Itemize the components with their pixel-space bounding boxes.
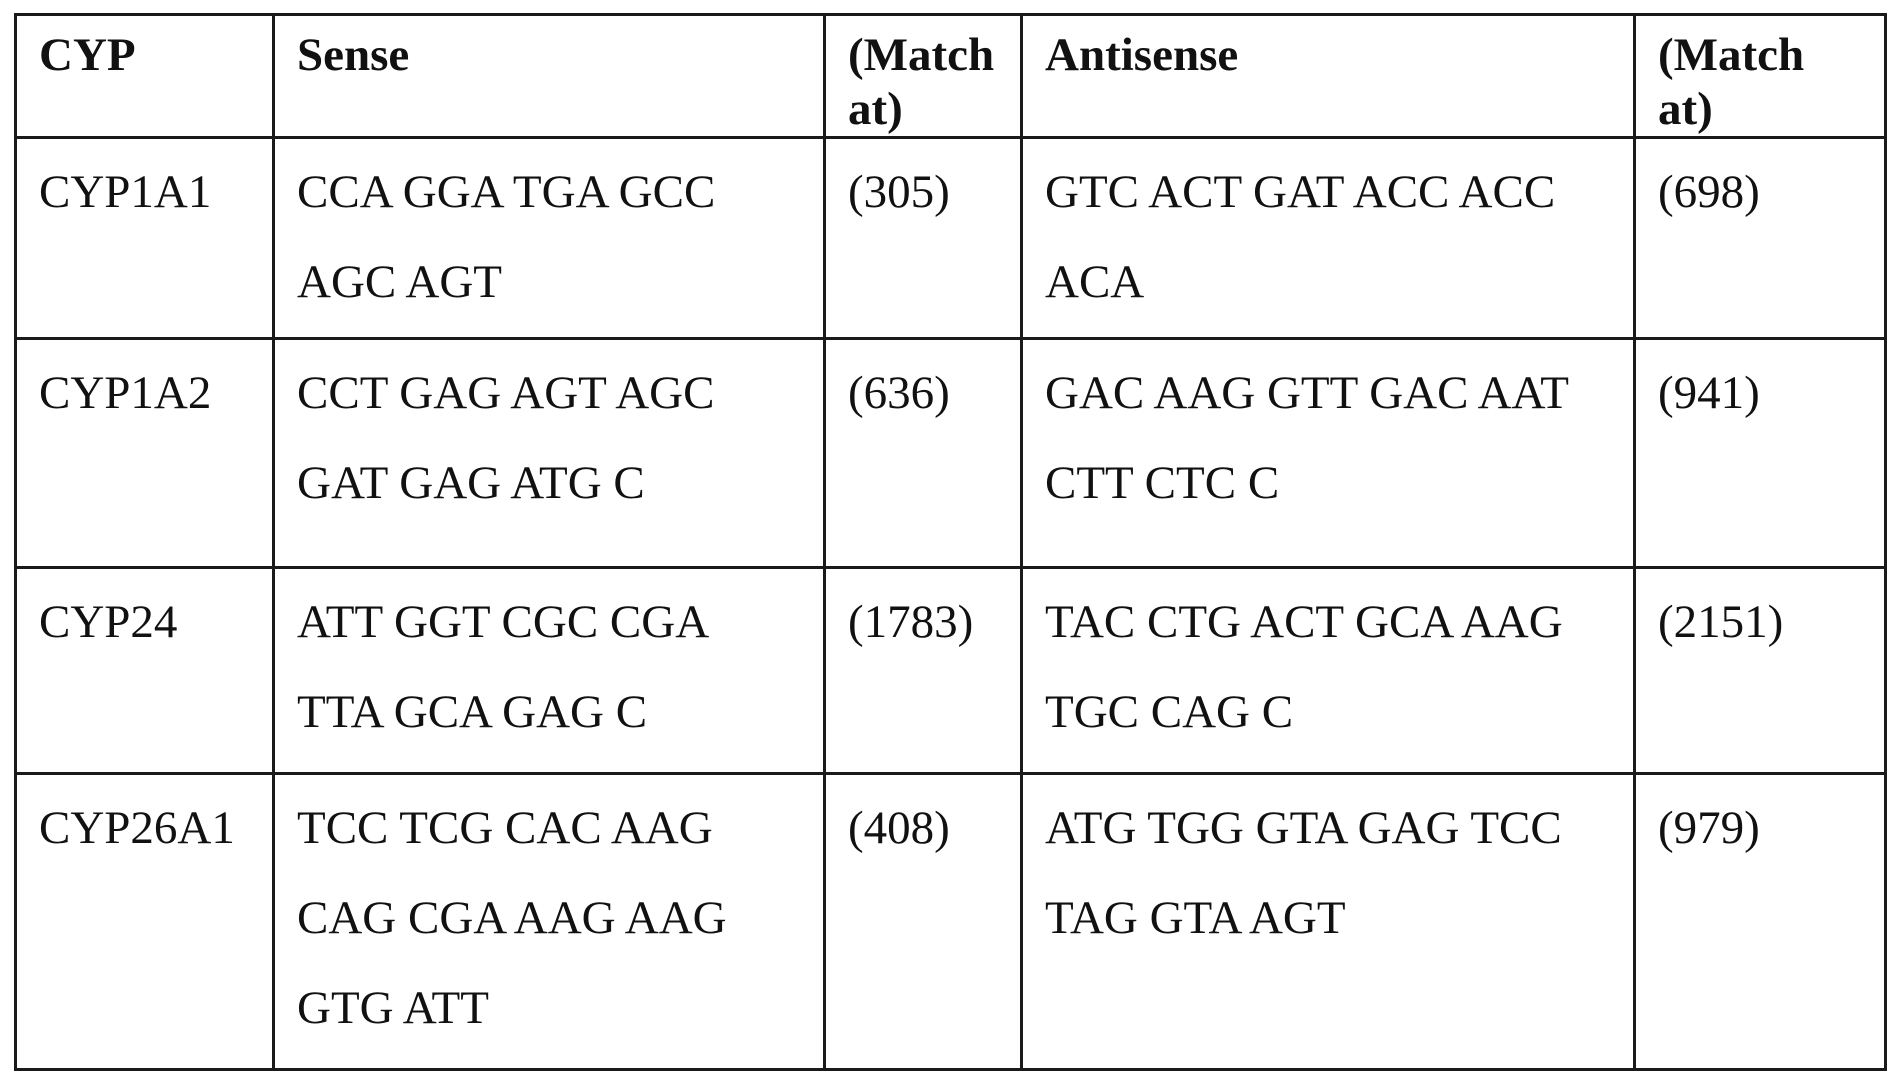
antisense-sequence-cell: ATG TGG GTA GAG TCC TAG GTA AGT	[1022, 774, 1635, 1070]
header-antisense-match-line-2: at)	[1658, 82, 1862, 136]
table-row: CYP1A2 CCT GAG AGT AGC GAT GAG ATG C (63…	[16, 339, 1886, 568]
header-cyp: CYP	[16, 15, 274, 138]
sense-sequence-line: AGC AGT	[297, 237, 801, 327]
primer-table: CYP Sense (Match at) Antisense (Match at…	[14, 13, 1887, 1071]
cyp-name-cell: CYP26A1	[16, 774, 274, 1070]
sense-match-cell: (1783)	[825, 568, 1022, 774]
header-sense: Sense	[274, 15, 825, 138]
antisense-sequence-line: ATG TGG GTA GAG TCC	[1045, 783, 1611, 873]
cyp-name-cell: CYP1A1	[16, 138, 274, 339]
antisense-match-cell: (941)	[1635, 339, 1886, 568]
header-antisense-match: (Match at)	[1635, 15, 1886, 138]
antisense-sequence-line: ACA	[1045, 237, 1611, 327]
sense-match-cell: (305)	[825, 138, 1022, 339]
sense-sequence-line: CAG CGA AAG AAG	[297, 873, 801, 963]
table-row: CYP24 ATT GGT CGC CGA TTA GCA GAG C (178…	[16, 568, 1886, 774]
sense-sequence-cell: ATT GGT CGC CGA TTA GCA GAG C	[274, 568, 825, 774]
sense-sequence-cell: TCC TCG CAC AAG CAG CGA AAG AAG GTG ATT	[274, 774, 825, 1070]
header-row: CYP Sense (Match at) Antisense (Match at…	[16, 15, 1886, 138]
sense-sequence-line: ATT GGT CGC CGA	[297, 577, 801, 667]
header-antisense-match-line-1: (Match	[1658, 28, 1862, 82]
antisense-sequence-cell: GTC ACT GAT ACC ACC ACA	[1022, 138, 1635, 339]
header-antisense: Antisense	[1022, 15, 1635, 138]
antisense-match-cell: (979)	[1635, 774, 1886, 1070]
antisense-sequence-line: TAG GTA AGT	[1045, 873, 1611, 963]
sense-match-cell: (408)	[825, 774, 1022, 1070]
sense-sequence-line: CCT GAG AGT AGC	[297, 348, 801, 438]
sense-match-cell: (636)	[825, 339, 1022, 568]
sense-sequence-line: GAT GAG ATG C	[297, 438, 801, 528]
sense-sequence-cell: CCT GAG AGT AGC GAT GAG ATG C	[274, 339, 825, 568]
antisense-sequence-line: GTC ACT GAT ACC ACC	[1045, 147, 1611, 237]
sense-sequence-line: TTA GCA GAG C	[297, 667, 801, 757]
header-sense-match-line-1: (Match	[848, 28, 998, 82]
antisense-sequence-line: GAC AAG GTT GAC AAT	[1045, 348, 1611, 438]
table-row: CYP1A1 CCA GGA TGA GCC AGC AGT (305) GTC…	[16, 138, 1886, 339]
table-row: CYP26A1 TCC TCG CAC AAG CAG CGA AAG AAG …	[16, 774, 1886, 1070]
antisense-match-cell: (698)	[1635, 138, 1886, 339]
cyp-name-cell: CYP1A2	[16, 339, 274, 568]
antisense-match-cell: (2151)	[1635, 568, 1886, 774]
cyp-name-cell: CYP24	[16, 568, 274, 774]
sense-sequence-line: GTG ATT	[297, 963, 801, 1053]
antisense-sequence-line: TGC CAG C	[1045, 667, 1611, 757]
sense-sequence-line: CCA GGA TGA GCC	[297, 147, 801, 237]
sense-sequence-cell: CCA GGA TGA GCC AGC AGT	[274, 138, 825, 339]
sense-sequence-line: TCC TCG CAC AAG	[297, 783, 801, 873]
antisense-sequence-line: TAC CTG ACT GCA AAG	[1045, 577, 1611, 667]
antisense-sequence-cell: GAC AAG GTT GAC AAT CTT CTC C	[1022, 339, 1635, 568]
antisense-sequence-line: CTT CTC C	[1045, 438, 1611, 528]
header-sense-match-line-2: at)	[848, 82, 998, 136]
header-sense-match: (Match at)	[825, 15, 1022, 138]
antisense-sequence-cell: TAC CTG ACT GCA AAG TGC CAG C	[1022, 568, 1635, 774]
